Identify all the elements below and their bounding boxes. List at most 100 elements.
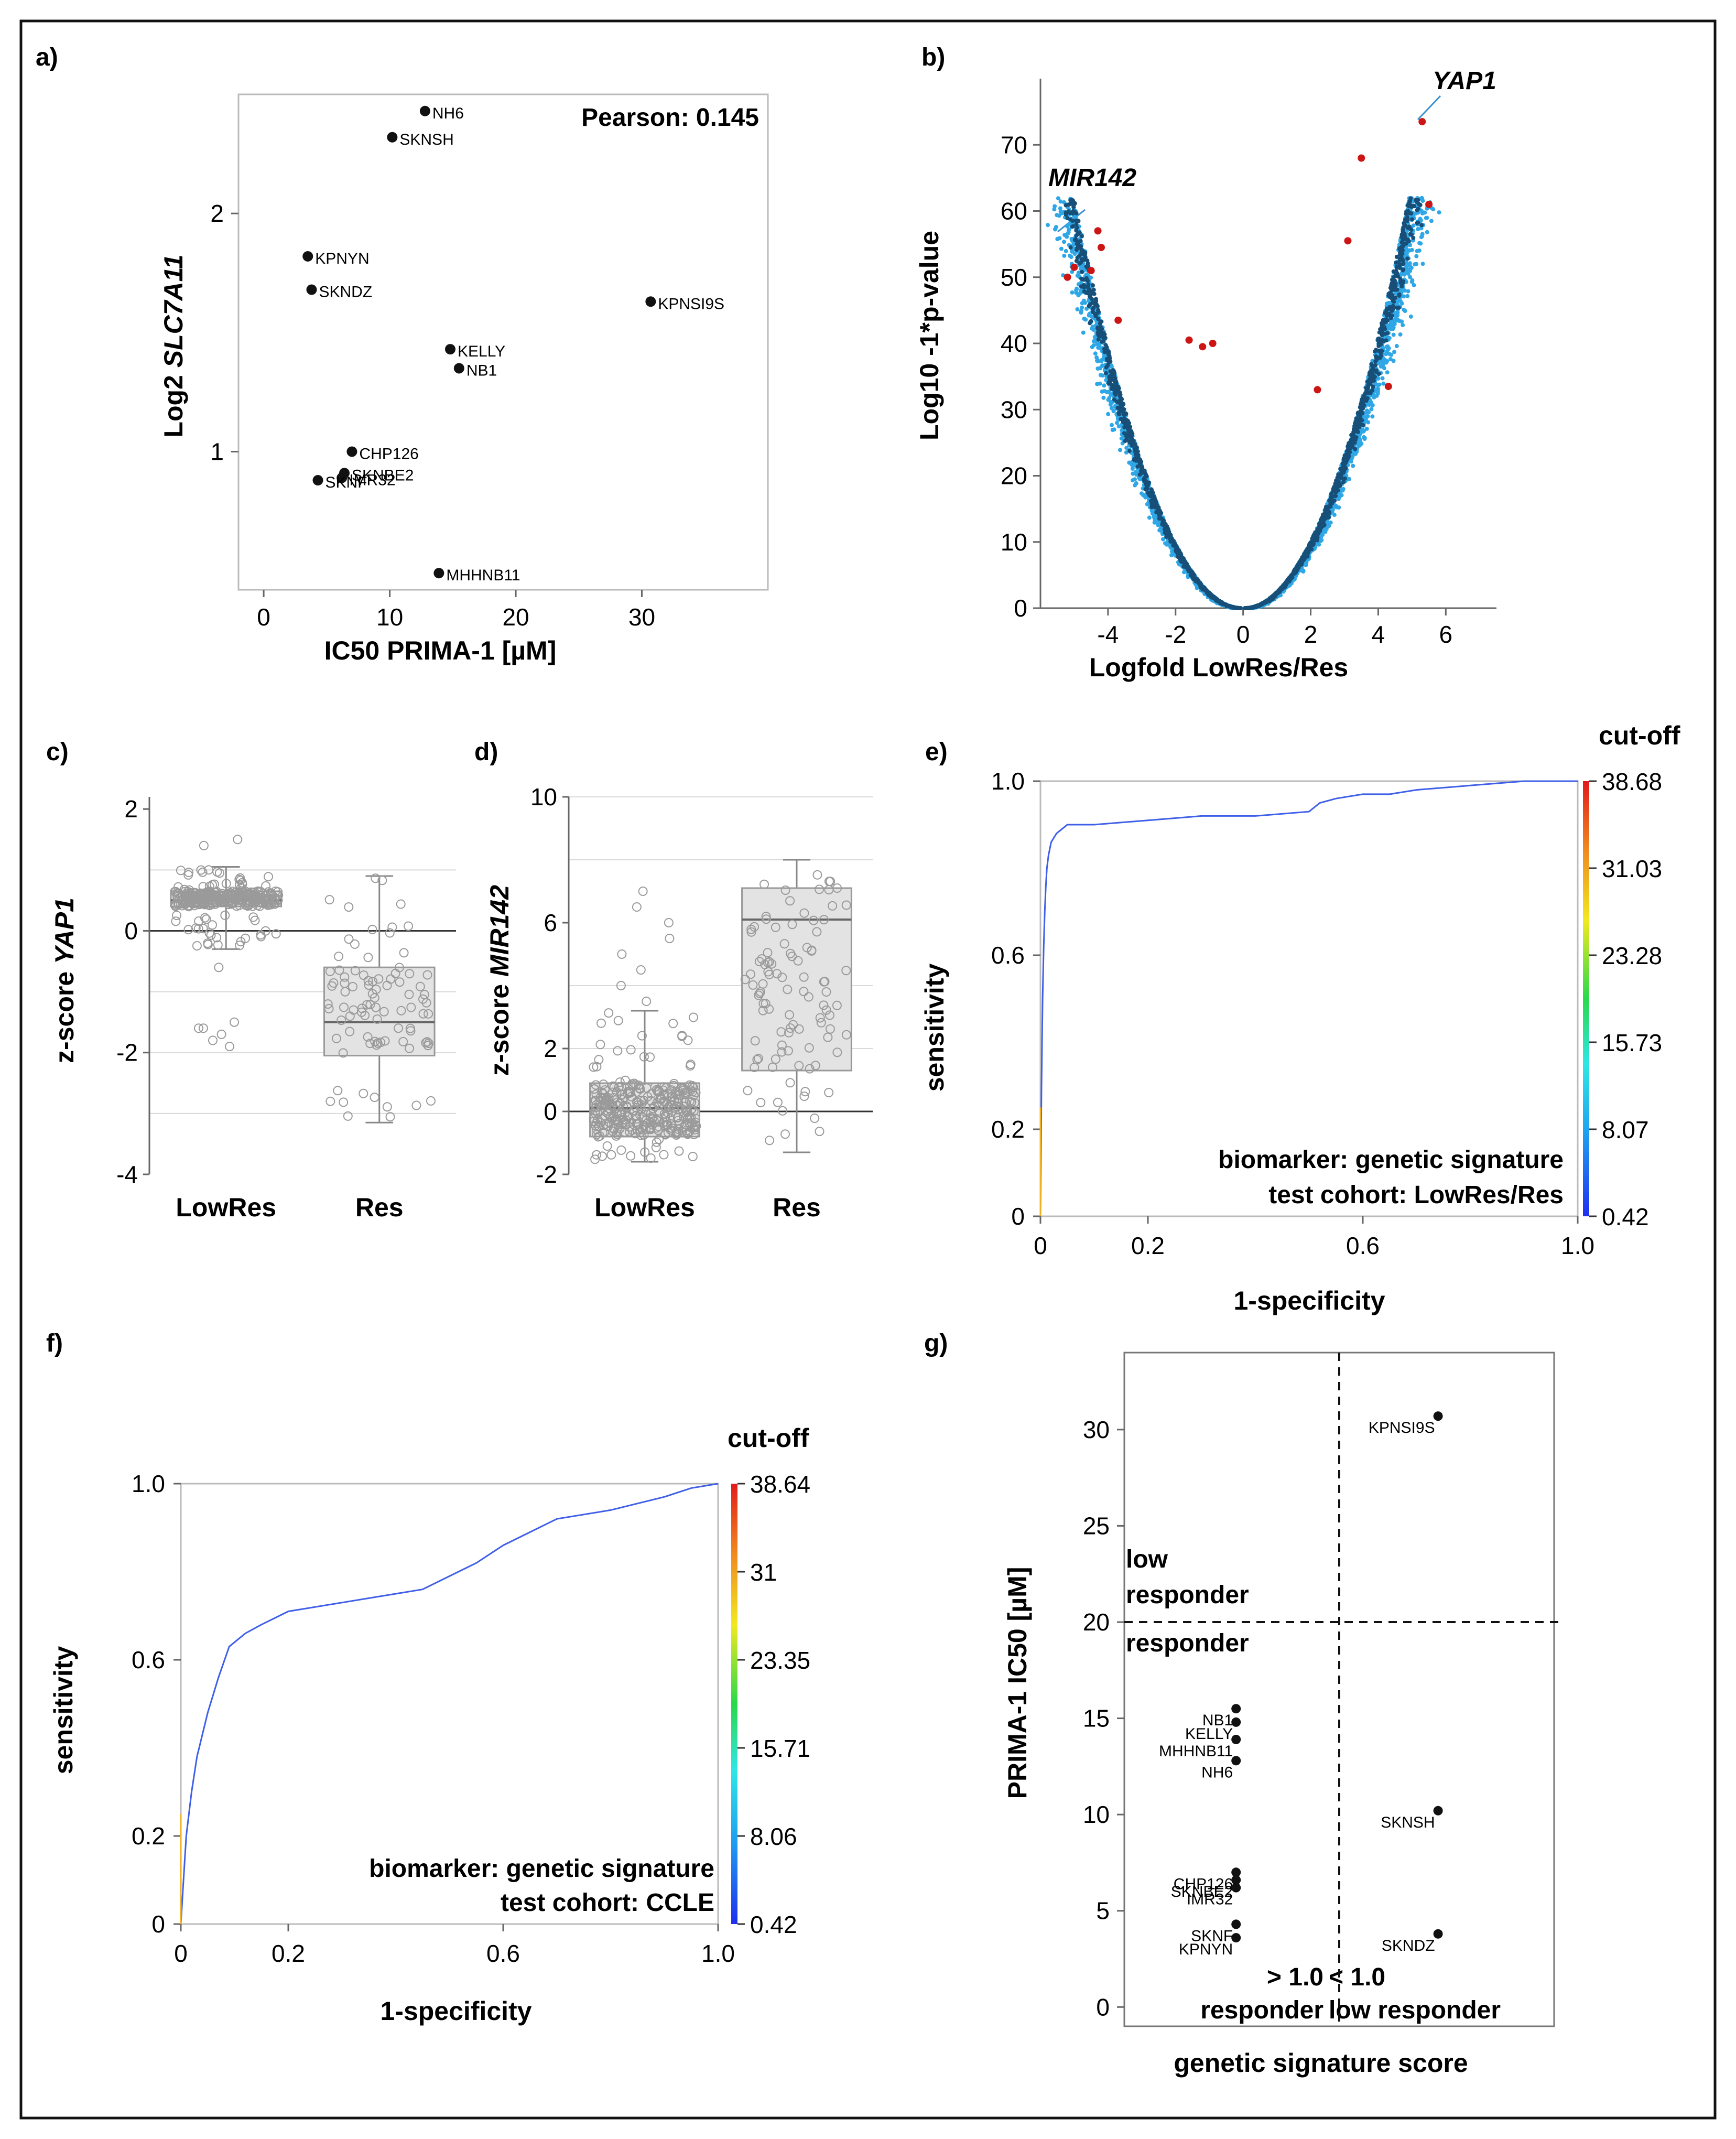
b-point-light [1341,487,1346,491]
b-point-dark [1369,363,1374,368]
b-point-dark [1075,242,1079,246]
c-data-point [261,926,270,936]
c-data-point [191,923,201,933]
c-data-point [340,978,350,988]
a-point-label-imr32: IMR32 [349,471,395,489]
b-highlighted-point [1314,386,1321,394]
c-data-point [370,1093,379,1103]
b-point-dark [1415,208,1419,212]
b-point-dark [1350,433,1355,437]
b-point-dark [1072,237,1077,242]
c-data-point [405,969,415,979]
c-data-point [216,892,226,901]
b-point-dark [1106,380,1111,384]
c-data-point [376,1038,386,1047]
b-point-dark [1100,333,1104,338]
c-outlier-point [199,840,209,850]
b-point-dark [1371,373,1375,378]
b-point-light [1437,210,1441,215]
c-data-point [411,1100,421,1110]
c-data-point [171,916,181,926]
b-point-dark [1195,579,1200,584]
b-point-light [1115,420,1119,425]
b-point-dark [1173,544,1178,548]
b-point-dark [1380,333,1384,338]
b-point-dark [1370,367,1375,372]
b-point-light [1108,402,1113,407]
c-data-point [426,1096,436,1106]
b-point-light [1327,524,1331,528]
b-point-dark [1321,512,1326,517]
a-point-label-kelly: KELLY [458,343,505,360]
b-point-dark [1126,427,1131,431]
b-point-dark [1261,600,1266,605]
c-data-point [173,889,183,899]
b-point-light [1399,301,1404,306]
d-data-point [615,1077,625,1087]
c-data-point [183,870,193,880]
b-point-dark [1342,466,1347,471]
b-point-dark [1189,572,1194,577]
b-point-light [1158,526,1163,531]
b-point-dark [1100,339,1104,344]
b-point-dark [1199,585,1203,590]
b-point-dark [1098,321,1102,326]
b-point-dark [1374,370,1379,374]
b-point-light [1405,294,1410,298]
a-x-tick-label: 30 [628,603,655,631]
b-point-dark [1157,514,1162,519]
b-point-light [1410,278,1415,283]
b-point-light [1363,417,1368,422]
b-point-light [1412,283,1416,287]
a-point-label-kpnyn: KPNYN [315,250,369,267]
c-data-point [227,898,237,908]
b-point-light [1336,496,1341,501]
c-data-point [209,879,219,889]
b-point-light [1420,262,1425,266]
c-data-point [367,924,377,934]
b-point-light [1408,243,1413,247]
mir142-label: MIR142 [1048,164,1136,192]
b-point-dark [1120,402,1124,406]
b-point-dark [1371,377,1375,382]
c-data-point [270,899,280,909]
b-point-dark [1161,518,1166,523]
c-data-point [232,889,242,899]
b-point-light [1385,344,1390,349]
yap1-label: YAP1 [1433,67,1496,95]
c-data-point [363,953,373,963]
b-point-light [1058,206,1062,211]
c-data-point [198,924,208,934]
c-data-point [248,888,258,898]
c-data-point [385,1112,395,1122]
b-point-light [1370,359,1375,363]
b-point-light [1094,355,1099,360]
d-data-point [638,1125,648,1135]
b-point-dark [1157,509,1162,513]
b-point-light [1322,527,1326,532]
b-point-dark [1381,339,1386,343]
b-point-dark [1086,285,1090,289]
b-point-dark [1122,407,1126,412]
b-point-dark [1403,223,1408,228]
b-point-light [1414,254,1419,258]
b-point-light [1064,249,1068,253]
c-data-point [263,887,273,897]
b-point-dark [1398,258,1403,262]
b-point-light [1091,328,1096,332]
a-point-sknsh [387,132,398,143]
c-data-point [237,879,247,889]
a-y-tick-label: 2 [210,200,224,227]
c-data-point [208,920,217,930]
b-point-dark [1134,458,1138,463]
a-point-sknf [312,475,323,486]
d-data-point [603,1121,613,1131]
b-point-dark [1399,235,1404,240]
c-data-point [419,990,429,1000]
c-data-point [326,1096,335,1106]
b-point-light [1366,410,1371,415]
b-point-dark [1075,247,1079,252]
b-point-dark [1401,279,1406,284]
b-point-dark [1096,317,1101,321]
